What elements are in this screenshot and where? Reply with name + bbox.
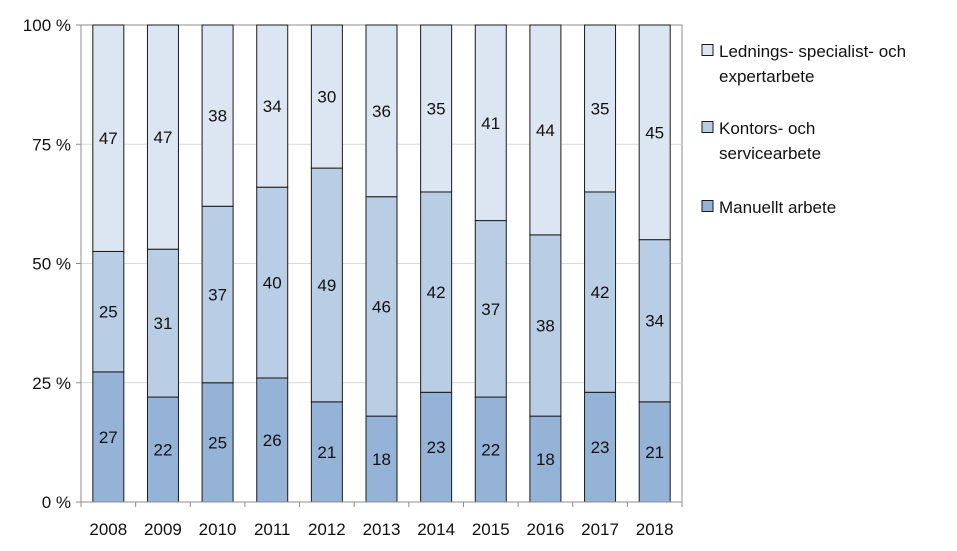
bar-segment <box>529 415 562 503</box>
data-label: 47 <box>153 128 172 147</box>
data-label: 42 <box>591 283 610 302</box>
data-label: 30 <box>317 88 336 107</box>
y-axis-ticks: 0 % 25 % 50 % 75 % 100 % <box>23 16 81 512</box>
data-label: 35 <box>591 99 610 118</box>
data-label: 45 <box>645 123 664 142</box>
bar-segment <box>146 24 179 250</box>
legend-label: servicearbete <box>719 144 821 163</box>
legend: Lednings- specialist- och expertarbete Kon… <box>701 42 906 217</box>
data-label: 47 <box>99 129 118 148</box>
bar-segment <box>638 401 671 503</box>
data-label: 21 <box>645 443 664 462</box>
data-label: 23 <box>427 438 446 457</box>
bar-segment <box>146 248 179 398</box>
x-axis-ticks: 2008 2009 2010 2011 2012 2013 2014 2015 2016 2017… <box>80 502 683 539</box>
legend-label: expertarbete <box>719 67 814 86</box>
x-tick-label: 2018 <box>636 520 674 539</box>
data-label: 40 <box>263 274 282 293</box>
data-label: 42 <box>427 283 446 302</box>
bar-segment <box>584 391 617 503</box>
data-label: 34 <box>263 97 282 116</box>
data-label: 36 <box>372 102 391 121</box>
legend-swatch <box>701 44 714 56</box>
bar-segment <box>638 24 671 241</box>
bar-segment <box>474 24 507 222</box>
bar-segment <box>310 24 343 169</box>
x-tick-label: 2012 <box>308 520 346 539</box>
y-tick-label: 75 % <box>32 135 71 154</box>
bar-segment <box>92 250 125 373</box>
bar-segment <box>638 239 671 403</box>
data-label: 25 <box>99 303 118 322</box>
bar-segment <box>584 24 617 193</box>
data-label: 44 <box>536 121 555 140</box>
data-label: 37 <box>208 286 227 305</box>
y-tick-label: 0 % <box>42 493 71 512</box>
data-label: 21 <box>317 443 336 462</box>
data-label: 34 <box>645 312 664 331</box>
data-label: 18 <box>372 450 391 469</box>
bar-segment <box>256 24 289 188</box>
bar-segment <box>310 167 343 403</box>
data-label: 46 <box>372 297 391 316</box>
data-label: 23 <box>591 438 610 457</box>
x-tick-label: 2011 <box>254 520 291 539</box>
bar-segment <box>201 382 234 503</box>
x-tick-label: 2009 <box>144 520 182 539</box>
y-tick-label: 25 % <box>32 374 71 393</box>
bar-segment <box>92 24 125 252</box>
x-tick-label: 2014 <box>417 520 455 539</box>
data-label: 35 <box>427 99 446 118</box>
bar-segment <box>201 205 234 384</box>
data-label: 22 <box>481 441 500 460</box>
x-tick-label: 2015 <box>472 520 510 539</box>
data-label: 27 <box>99 428 118 447</box>
bar-segment <box>474 220 507 398</box>
data-label: 38 <box>536 317 555 336</box>
legend-label: Lednings- specialist- och <box>719 42 906 61</box>
bar-segment <box>365 415 398 503</box>
data-label: 38 <box>208 107 227 126</box>
y-tick-label: 100 % <box>23 16 71 35</box>
legend-label: Kontors- och <box>719 119 815 138</box>
y-tick-label: 50 % <box>32 255 71 274</box>
x-tick-label: 2013 <box>363 520 401 539</box>
bar-segment <box>529 24 562 236</box>
bar-segment <box>365 196 398 417</box>
legend-swatch <box>701 121 714 133</box>
data-label: 37 <box>481 300 500 319</box>
data-label: 25 <box>208 433 227 452</box>
data-label: 31 <box>153 314 172 333</box>
legend-swatch <box>701 200 714 212</box>
segment-labels: 27 25 47 22 31 47 25 37 38 26 40 34 21 49 30 18 46 36 23 42… <box>99 88 664 470</box>
bar-segment <box>201 24 234 207</box>
x-tick-label: 2008 <box>89 520 127 539</box>
data-label: 22 <box>153 441 172 460</box>
data-label: 26 <box>263 431 282 450</box>
x-tick-label: 2010 <box>199 520 237 539</box>
data-label: 49 <box>317 276 336 295</box>
bar-segment <box>365 24 398 198</box>
data-label: 18 <box>536 450 555 469</box>
bar-segment <box>420 24 453 193</box>
data-label: 41 <box>481 114 500 133</box>
bar-segment <box>256 186 289 379</box>
legend-label: Manuellt arbete <box>719 198 836 217</box>
bar-segments <box>92 24 671 503</box>
bar-segment <box>420 391 453 503</box>
x-tick-label: 2017 <box>581 520 619 539</box>
x-tick-label: 2016 <box>526 520 564 539</box>
